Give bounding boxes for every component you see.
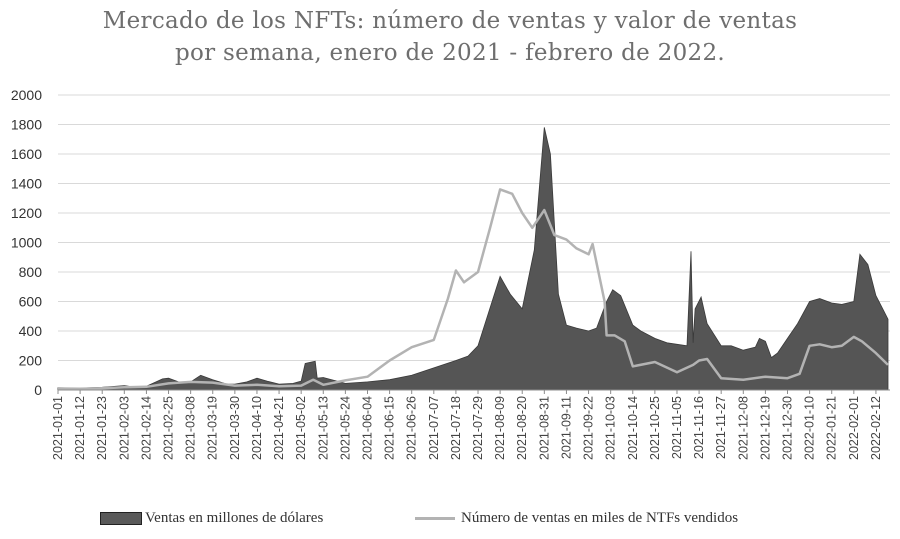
x-tick-label: 2021-12-19 <box>758 396 772 460</box>
y-tick-label: 0 <box>34 382 42 398</box>
y-tick-label: 600 <box>19 294 43 310</box>
series-line-sales-count <box>57 188 889 391</box>
x-tick-label: 2021-08-09 <box>493 396 507 460</box>
x-tick-label: 2021-01-23 <box>95 396 109 460</box>
legend-item-sales-value: Ventas en millones de dólares <box>100 510 323 527</box>
x-tick-label: 2021-05-02 <box>294 396 308 460</box>
x-tick-label: 2021-06-04 <box>360 396 374 460</box>
x-tick-label: 2021-04-21 <box>272 396 286 460</box>
x-tick-label: 2021-12-08 <box>736 396 750 460</box>
x-tick-label: 2021-05-13 <box>316 396 330 460</box>
y-tick-label: 200 <box>19 353 43 369</box>
x-tick-label: 2021-11-05 <box>670 396 684 459</box>
x-tick-label: 2021-07-29 <box>471 396 485 460</box>
x-tick-label: 2021-08-31 <box>537 396 551 460</box>
x-tick-label: 2021-11-27 <box>714 396 728 459</box>
x-tick-label: 2021-09-22 <box>582 396 596 460</box>
x-tick-label: 2021-10-03 <box>604 396 618 460</box>
y-tick-label: 1600 <box>11 146 42 162</box>
x-tick-label: 2021-02-25 <box>162 396 176 460</box>
x-tick-label: 2021-08-20 <box>515 396 529 460</box>
y-tick-label: 1800 <box>11 117 42 133</box>
x-tick-label: 2022-02-01 <box>847 396 861 460</box>
y-tick-label: 800 <box>19 264 43 280</box>
x-tick-label: 2021-03-19 <box>206 396 220 460</box>
legend-label-sales-value: Ventas en millones de dólares <box>145 510 324 526</box>
legend-swatch-line <box>415 517 455 521</box>
x-tick-label: 2021-06-26 <box>405 396 419 460</box>
x-tick-label: 2021-09-11 <box>559 396 573 459</box>
x-tick-label: 2021-01-12 <box>73 396 87 460</box>
chart-title-line1: Mercado de los NFTs: número de ventas y … <box>102 8 798 34</box>
x-tick-label: 2022-01-10 <box>803 396 817 460</box>
y-tick-label: 1400 <box>11 176 42 192</box>
y-tick-label: 2000 <box>11 87 42 103</box>
x-tick-label: 2021-07-07 <box>427 396 441 460</box>
x-tick-label: 2021-11-16 <box>692 396 706 459</box>
x-tick-label: 2021-07-18 <box>449 396 463 460</box>
y-tick-label: 400 <box>19 323 43 339</box>
x-tick-label: 2021-02-14 <box>139 396 153 460</box>
x-tick-label: 2021-01-01 <box>51 396 65 460</box>
chart-title-line2: por semana, enero de 2021 - febrero de 2… <box>174 40 726 66</box>
series-area-sales-value <box>57 127 889 391</box>
legend-item-sales-count: Número de ventas en miles de NTFs vendid… <box>415 510 738 527</box>
x-tick-label: 2022-02-12 <box>869 396 883 460</box>
x-tick-label: 2022-01-21 <box>825 396 839 460</box>
x-tick-label: 2021-03-08 <box>184 396 198 460</box>
legend-swatch-area <box>100 512 142 526</box>
x-tick-label: 2021-02-03 <box>117 396 131 460</box>
x-tick-label: 2021-10-25 <box>648 396 662 460</box>
legend-label-sales-count: Número de ventas en miles de NTFs vendid… <box>461 510 739 526</box>
y-tick-label: 1000 <box>11 235 42 251</box>
x-tick-label: 2021-03-30 <box>228 396 242 460</box>
x-tick-label: 2021-10-14 <box>626 396 640 460</box>
x-tick-label: 2021-06-15 <box>383 396 397 460</box>
x-tick-label: 2021-05-24 <box>338 396 352 460</box>
x-tick-label: 2021-12-30 <box>781 396 795 460</box>
y-tick-label: 1200 <box>11 205 42 221</box>
x-tick-label: 2021-04-10 <box>250 396 264 460</box>
